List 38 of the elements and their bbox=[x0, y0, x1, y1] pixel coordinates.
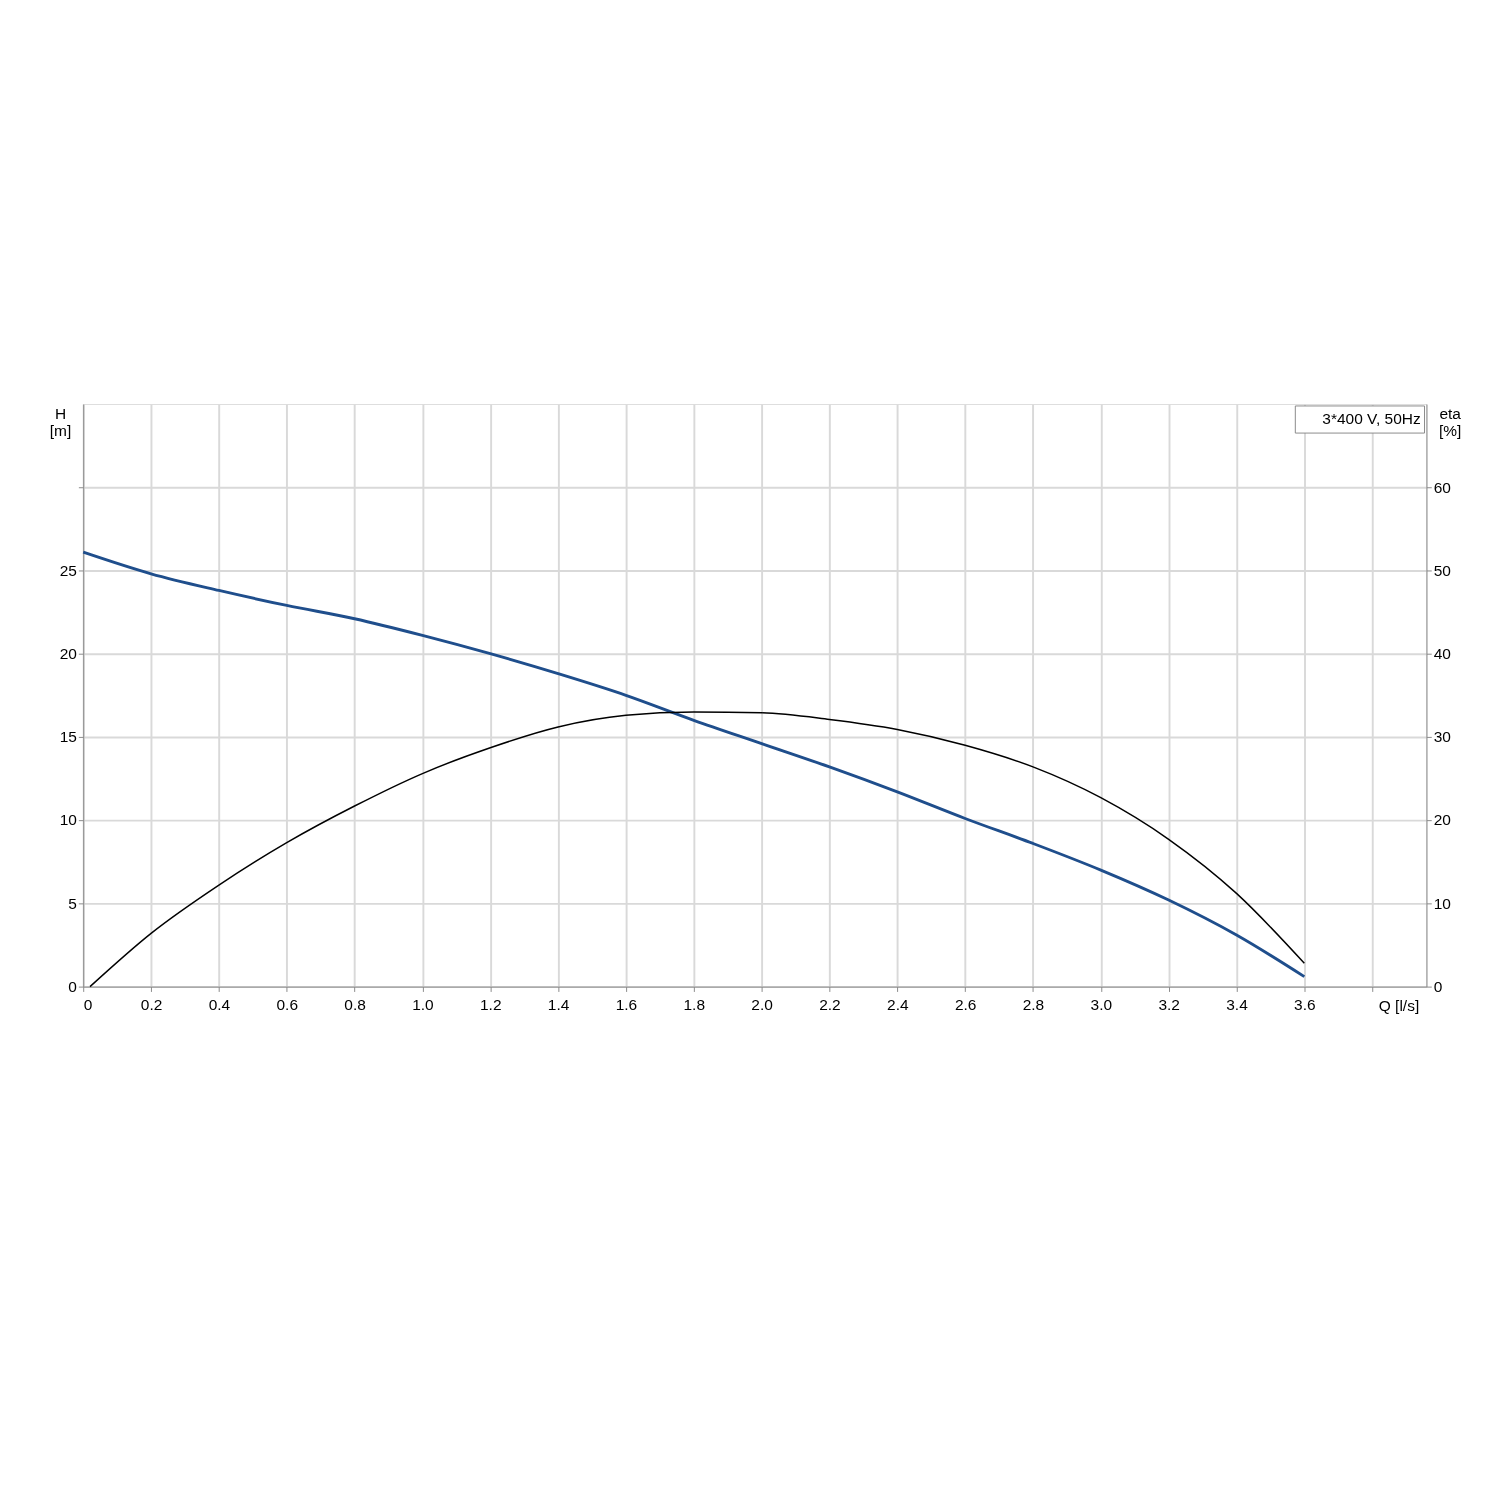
y-axis-title: H [m] bbox=[49, 405, 72, 440]
x-tick-label: 2.4 bbox=[887, 996, 909, 1014]
y2-tick-label: 30 bbox=[1433, 728, 1451, 746]
y-tick-label: 25 bbox=[59, 561, 77, 579]
y-tick-label: 5 bbox=[68, 894, 77, 912]
y-tick-label: 0 bbox=[68, 977, 77, 995]
annotation: 3*400 V, 50Hz bbox=[1322, 410, 1421, 428]
x-tick-label: 3.6 bbox=[1294, 996, 1316, 1014]
x-tick-label: 3.2 bbox=[1158, 996, 1180, 1014]
x-tick-label: 2.6 bbox=[954, 996, 977, 1014]
x-tick-label: 0 bbox=[83, 996, 93, 1014]
x-tick-label: 2.8 bbox=[1022, 996, 1045, 1014]
x-tick-label: 1.4 bbox=[547, 996, 570, 1014]
x-tick-label: 3.0 bbox=[1090, 996, 1113, 1014]
x-tick-label: 2.0 bbox=[751, 996, 773, 1014]
x-tick-label: 0.2 bbox=[140, 996, 163, 1014]
x-tick-label: 1.2 bbox=[479, 996, 502, 1014]
x-tick-label: 0.6 bbox=[276, 996, 298, 1014]
x-tick-label: 1.0 bbox=[412, 996, 434, 1014]
line-series bbox=[81, 550, 1306, 979]
y2-tick-label: 10 bbox=[1433, 894, 1451, 912]
y2-tick-label: 50 bbox=[1433, 561, 1451, 579]
y-tick-label: 20 bbox=[59, 645, 77, 663]
line-series bbox=[89, 711, 1306, 988]
x-tick-label: 0.4 bbox=[208, 996, 231, 1014]
x-tick-label: 0.8 bbox=[344, 996, 366, 1014]
y2-tick-label: 20 bbox=[1433, 811, 1451, 829]
x-axis-title: Q [l/s] bbox=[1378, 997, 1420, 1015]
y-tick-label: 10 bbox=[59, 811, 77, 829]
x-tick-label: 2.2 bbox=[819, 996, 841, 1014]
x-tick-label: 3.4 bbox=[1226, 996, 1249, 1014]
x-tick-label: 1.8 bbox=[683, 996, 706, 1014]
y-tick-label: 15 bbox=[59, 728, 77, 746]
y2-tick-label: 60 bbox=[1433, 478, 1451, 496]
y2-axis-title: eta [%] bbox=[1438, 405, 1462, 440]
x-tick-label: 1.6 bbox=[615, 996, 638, 1014]
y2-tick-label: 40 bbox=[1433, 645, 1451, 663]
y2-tick-label: 0 bbox=[1433, 977, 1443, 995]
